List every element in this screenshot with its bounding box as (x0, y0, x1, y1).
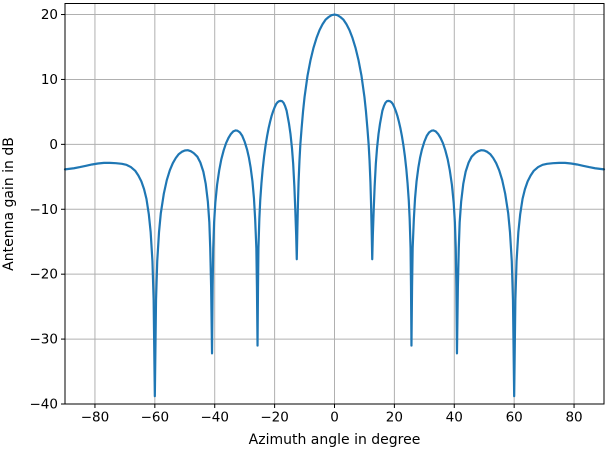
y-tick-label: −40 (30, 397, 59, 413)
y-tick-label: 10 (41, 72, 58, 88)
x-tick-label: 20 (386, 410, 403, 426)
y-axis-title: Antenna gain in dB (1, 137, 17, 271)
x-tick-label: −60 (141, 410, 170, 426)
y-tick-label: 20 (41, 7, 58, 23)
x-tick-label: −40 (200, 410, 229, 426)
x-tick-label: 60 (506, 410, 523, 426)
y-tick-label: −20 (30, 267, 59, 283)
tick-marks-and-labels: −80 −60 −40 −20 0 20 40 60 80 −40 −30 −20 −10 0 10 20 (30, 7, 583, 425)
y-tick-label: −10 (30, 202, 59, 218)
x-axis-title: Azimuth angle in degree (249, 432, 421, 448)
x-tick-label: 0 (330, 410, 339, 426)
gain-curve (63, 13, 606, 398)
x-tick-label: 40 (446, 410, 463, 426)
grid-lines (65, 3, 604, 405)
x-tick-label: 80 (565, 410, 582, 426)
x-tick-label: −80 (81, 410, 110, 426)
gain-curve-layer (63, 13, 606, 398)
x-tick-label: −20 (260, 410, 289, 426)
y-tick-label: −30 (30, 332, 59, 348)
y-tick-label: 0 (49, 137, 58, 153)
